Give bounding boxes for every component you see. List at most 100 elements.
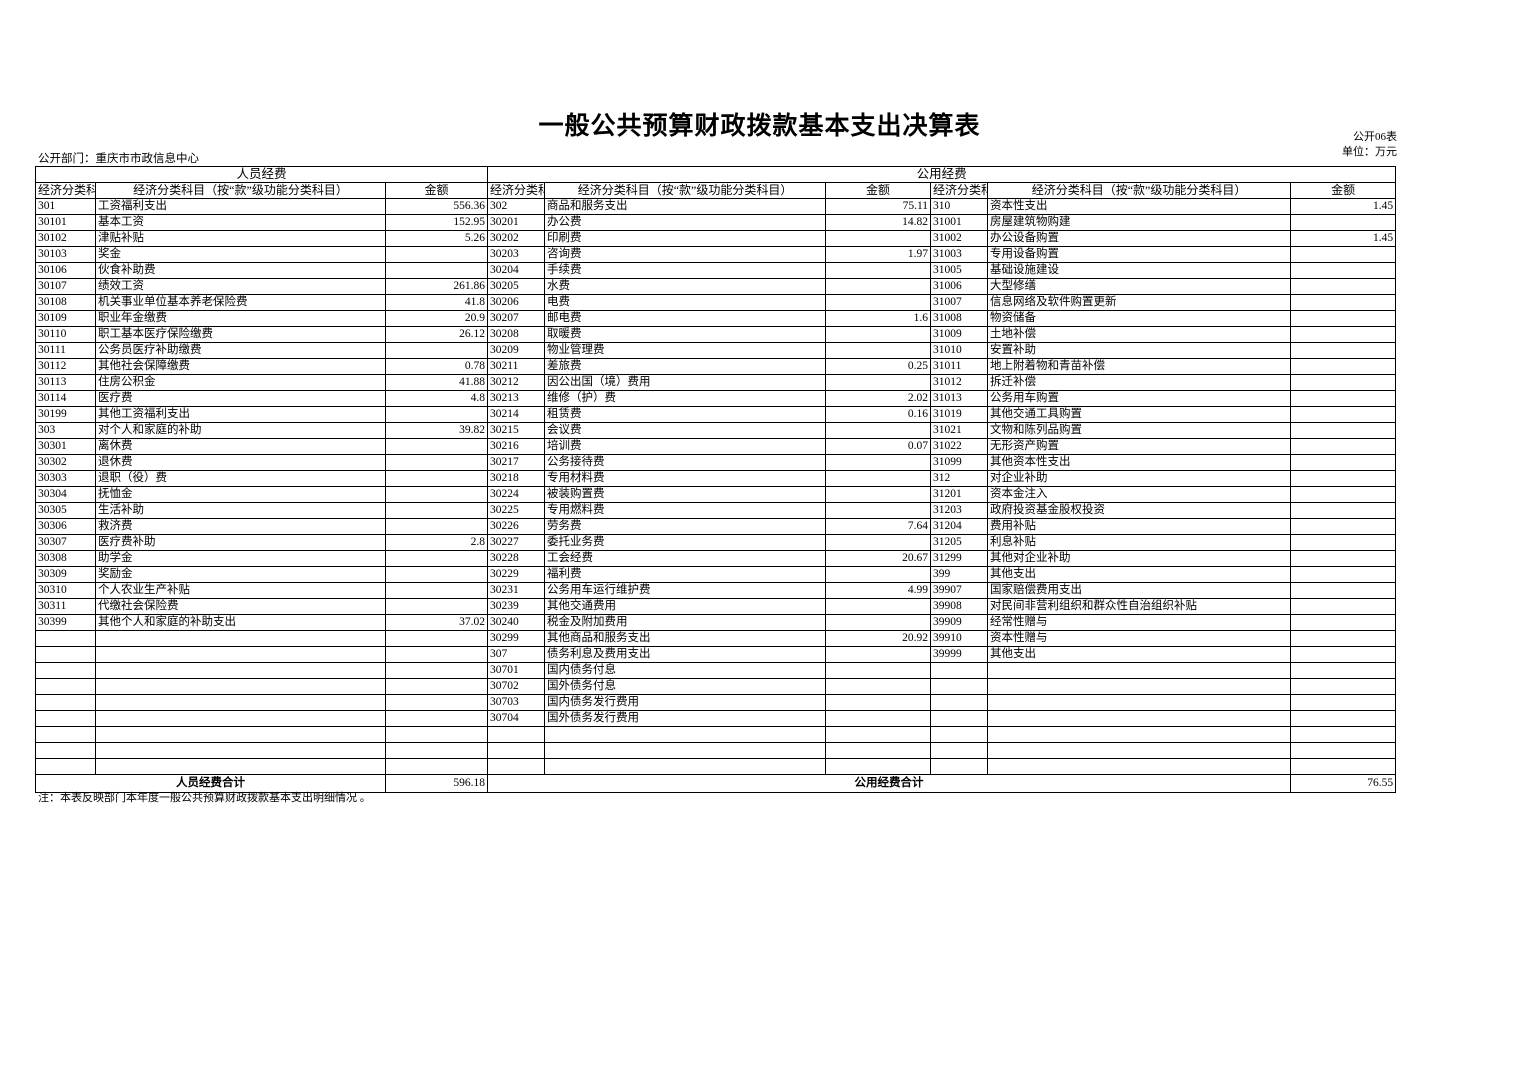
cell-amount [1290, 646, 1397, 663]
cell-amount [825, 726, 932, 743]
cell-amount: 1.45 [1290, 198, 1397, 215]
cell-subject: 对民间非营利组织和群众性自治组织补贴 [987, 598, 1292, 615]
cell-amount [825, 342, 932, 359]
department-line: 公开部门：重庆市市政信息中心 [38, 153, 199, 165]
cell-subject: 公务用车运行维护费 [544, 582, 827, 599]
cell-code: 30701 [487, 662, 546, 679]
cell-subject: 生活补助 [95, 502, 386, 519]
cell-code: 30114 [35, 390, 96, 407]
cell-code: 30302 [35, 454, 96, 471]
cell-amount [825, 262, 932, 279]
cell-subject: 医疗费 [95, 390, 386, 407]
cell-subject: 公务接待费 [544, 454, 827, 471]
col-header-subject-1: 经济分类科目（按“款”级功能分类科目） [95, 182, 386, 199]
cell-code [930, 726, 989, 743]
cell-amount [1290, 246, 1397, 263]
table-row: 30304 抚恤金 30224 被装购置费 31201 资本金注入 [35, 486, 1397, 503]
cell-amount [825, 374, 932, 391]
cell-code [35, 646, 96, 663]
cell-amount: 7.64 [825, 518, 932, 535]
cell-amount [1290, 742, 1397, 759]
cell-subject: 资本金注入 [987, 486, 1292, 503]
table-row: 30111 公务员医疗补助缴费 30209 物业管理费 31010 安置补助 [35, 342, 1397, 359]
cell-subject: 经常性赠与 [987, 614, 1292, 631]
table-row: 30109 职业年金缴费 20.9 30207 邮电费 1.6 31008 物资储备 [35, 310, 1397, 327]
cell-subject: 无形资产购置 [987, 438, 1292, 455]
cell-subject: 国家赔偿费用支出 [987, 582, 1292, 599]
table-row: 30701 国内债务付息 [35, 662, 1397, 679]
table-row: 30107 绩效工资 261.86 30205 水费 31006 大型修缮 [35, 278, 1397, 295]
table-row: 30704 国外债务发行费用 [35, 710, 1397, 727]
cell-code [930, 758, 989, 775]
personnel-total-value: 596.18 [384, 774, 489, 793]
cell-amount [1290, 470, 1397, 487]
cell-code: 30213 [487, 390, 546, 407]
cell-amount: 0.78 [384, 358, 489, 375]
cell-subject: 其他商品和服务支出 [544, 630, 827, 647]
cell-amount [1290, 534, 1397, 551]
cell-amount [1290, 454, 1397, 471]
cell-subject [987, 726, 1292, 743]
cell-amount [1290, 502, 1397, 519]
cell-subject: 专用设备购置 [987, 246, 1292, 263]
cell-code: 30218 [487, 470, 546, 487]
cell-amount [384, 246, 489, 263]
table-row: 30309 奖励金 30229 福利费 399 其他支出 [35, 566, 1397, 583]
cell-amount: 41.88 [384, 374, 489, 391]
cell-subject: 津贴补贴 [95, 230, 386, 247]
table-row: 30299 其他商品和服务支出 20.92 39910 资本性赠与 [35, 630, 1397, 647]
cell-subject: 办公费 [544, 214, 827, 231]
cell-code: 30215 [487, 422, 546, 439]
cell-subject: 职业年金缴费 [95, 310, 386, 327]
col-header-subject-2: 经济分类科目（按“款”级功能分类科目） [544, 182, 827, 199]
cell-amount: 0.25 [825, 358, 932, 375]
cell-amount [384, 262, 489, 279]
cell-code: 30102 [35, 230, 96, 247]
cell-code: 31005 [930, 262, 989, 279]
cell-amount [825, 742, 932, 759]
cell-amount [384, 742, 489, 759]
table-row: 30106 伙食补助费 30204 手续费 31005 基础设施建设 [35, 262, 1397, 279]
cell-subject [95, 694, 386, 711]
cell-code: 30212 [487, 374, 546, 391]
table-row: 303 对个人和家庭的补助 39.82 30215 会议费 31021 文物和陈列品购置 [35, 422, 1397, 439]
col-header-amount-2: 金额 [825, 182, 932, 199]
cell-subject: 地上附着物和青苗补偿 [987, 358, 1292, 375]
cell-code: 30231 [487, 582, 546, 599]
cell-code: 31204 [930, 518, 989, 535]
cell-code [487, 726, 546, 743]
cell-code: 30228 [487, 550, 546, 567]
cell-amount [384, 406, 489, 423]
cell-code: 39907 [930, 582, 989, 599]
cell-subject [544, 726, 827, 743]
cell-subject: 助学金 [95, 550, 386, 567]
cell-subject [987, 678, 1292, 695]
cell-subject: 因公出国（境）费用 [544, 374, 827, 391]
cell-amount [825, 230, 932, 247]
table-row: 30311 代缴社会保险费 30239 其他交通费用 39908 对民间非营利组织和群众性… [35, 598, 1397, 615]
cell-code: 30703 [487, 694, 546, 711]
cell-amount [384, 518, 489, 535]
cell-subject: 其他对企业补助 [987, 550, 1292, 567]
cell-amount [1290, 758, 1397, 775]
cell-subject: 职工基本医疗保险缴费 [95, 326, 386, 343]
col-header-code-1: 经济分类科目编码 [35, 182, 96, 199]
cell-subject: 利息补贴 [987, 534, 1292, 551]
cell-code [35, 742, 96, 759]
cell-code: 39908 [930, 598, 989, 615]
cell-amount [825, 694, 932, 711]
cell-code: 30214 [487, 406, 546, 423]
cell-code: 301 [35, 198, 96, 215]
cell-amount [384, 710, 489, 727]
cell-amount [384, 502, 489, 519]
cell-amount [1290, 278, 1397, 295]
cell-code [35, 710, 96, 727]
table-row: 30199 其他工资福利支出 30214 租赁费 0.16 31019 其他交通工具购置 [35, 406, 1397, 423]
column-header-row: 经济分类科目编码 经济分类科目（按“款”级功能分类科目） 金额 经济分类科目编码… [35, 182, 1397, 199]
cell-subject: 差旅费 [544, 358, 827, 375]
cell-subject [95, 646, 386, 663]
cell-amount: 556.36 [384, 198, 489, 215]
cell-code: 30199 [35, 406, 96, 423]
cell-subject: 专用材料费 [544, 470, 827, 487]
cell-code: 39910 [930, 630, 989, 647]
